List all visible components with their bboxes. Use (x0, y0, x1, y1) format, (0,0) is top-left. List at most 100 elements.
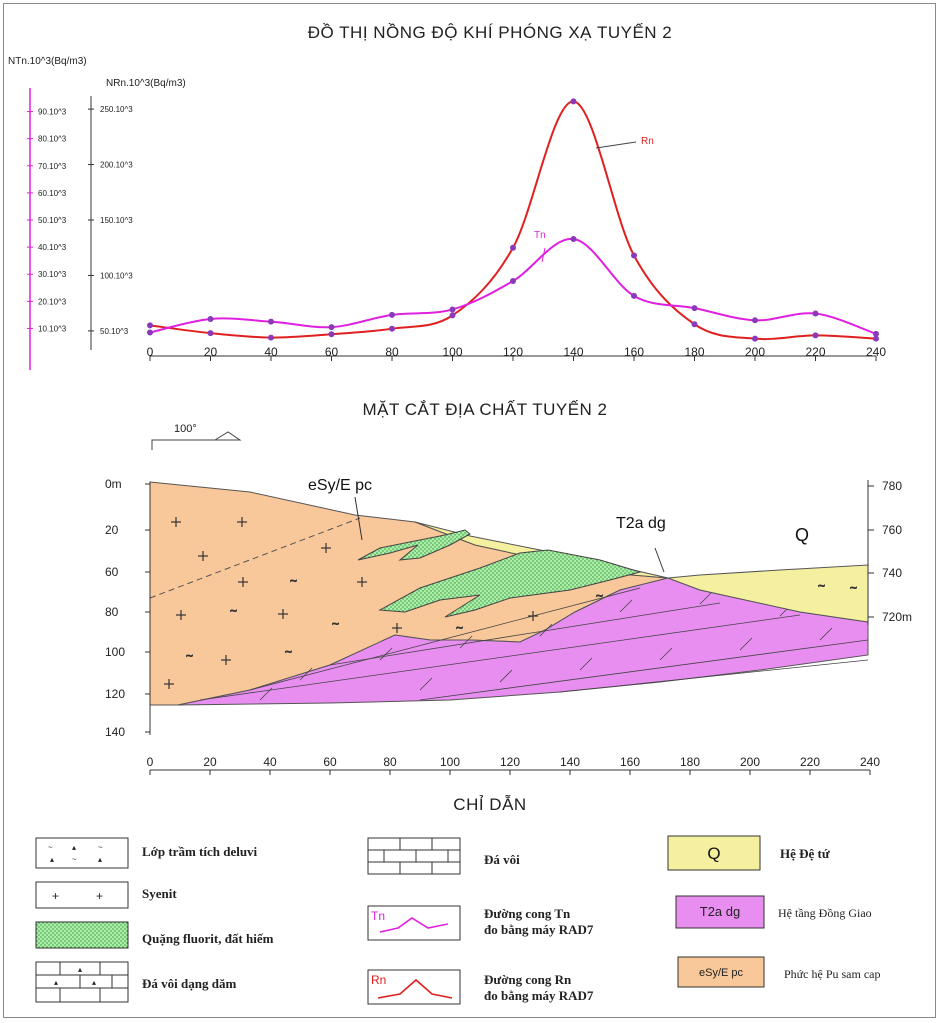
x-tick-label: 0 (147, 345, 154, 359)
series-point-rn (692, 321, 698, 327)
section-x-tick-label: 0 (147, 755, 154, 769)
section-x-tick-label: 120 (500, 755, 520, 769)
elevation-ticks: 780760740720m (868, 479, 912, 624)
deluvi-tilde: ~ (285, 645, 292, 659)
series-point-tn (329, 324, 335, 330)
deluvi-tilde: ~ (850, 581, 857, 595)
x-tick-label: 40 (264, 345, 278, 359)
legend-deluvi-label: Lớp trầm tích deluvi (142, 844, 258, 859)
y-left-tick-label: 70.10^3 (38, 162, 67, 171)
svg-text:▴: ▴ (72, 843, 76, 852)
deluvi-tilde: ~ (332, 617, 339, 631)
legend-rn-line1: Đường cong Rn (484, 972, 572, 987)
y-left-axis-label: NTn.10^3(Bq/m3) (8, 56, 87, 67)
legend-esy-label: Phức hệ Pu sam cap (784, 967, 881, 981)
y-left-tick-label: 20.10^3 (38, 297, 67, 306)
series-point-tn (268, 319, 274, 325)
series-point-tn (450, 306, 456, 312)
svg-text:▴: ▴ (78, 965, 82, 974)
x-tick-label: 180 (684, 345, 704, 359)
series-point-tn (631, 293, 637, 299)
depth-tick-label: 100 (105, 645, 125, 659)
series-line-tn (150, 239, 876, 334)
scale-label: 100° (174, 423, 197, 435)
svg-text:~: ~ (48, 843, 53, 852)
series-point-tn (510, 278, 516, 284)
section-x-tick-label: 40 (263, 755, 277, 769)
tn-series-label: Tn (534, 230, 546, 241)
chart-series (147, 98, 879, 341)
svg-text:▴: ▴ (92, 978, 96, 987)
depth-tick-label: 60 (105, 565, 119, 579)
legend-syenit-label: Syenit (142, 886, 177, 901)
depth-tick-label: 140 (105, 725, 125, 739)
esy-label: eSy/E pc (308, 477, 372, 494)
svg-text:+: + (96, 889, 103, 903)
series-point-rn (510, 245, 516, 251)
depth-tick-label: 120 (105, 687, 125, 701)
legend-davoi-dam-swatch: ▴ ▴ ▴ (36, 962, 128, 1002)
svg-text:~: ~ (72, 855, 77, 864)
x-tick-label: 20 (204, 345, 218, 359)
series-point-tn (692, 305, 698, 311)
x-tick-label: 220 (805, 345, 825, 359)
section-x-tick-label: 80 (383, 755, 397, 769)
x-tick-label: 80 (385, 345, 399, 359)
svg-text:▴: ▴ (50, 855, 54, 864)
q-label: Q (795, 525, 809, 545)
section-x-tick-label: 200 (740, 755, 760, 769)
y-inner-tick-label: 100.10^3 (100, 271, 133, 280)
y-inner-tick-label: 150.10^3 (100, 216, 133, 225)
y-left-tick-label: 10.10^3 (38, 324, 67, 333)
svg-text:~: ~ (98, 843, 103, 852)
deluvi-tilde: ~ (818, 579, 825, 593)
legend-fluorit-label: Quặng fluorit, đất hiếm (142, 931, 274, 946)
x-tick-label: 240 (866, 345, 886, 359)
t2a-leader (655, 548, 664, 572)
legend-fluorit-swatch (36, 922, 128, 948)
scale-marker (215, 432, 240, 440)
series-point-rn (813, 332, 819, 338)
y-inner-axis-label: NRn.10^3(Bq/m3) (106, 78, 186, 89)
section-x-tick-label: 160 (620, 755, 640, 769)
t2a-label: T2a dg (616, 515, 666, 532)
legend-rn-line2: đo bằng máy RAD7 (484, 988, 594, 1003)
legend-davoi-label: Đá vôi (484, 852, 520, 867)
elev-tick-label: 740 (882, 566, 902, 580)
legend-t2a-tag: T2a dg (700, 904, 740, 919)
series-point-rn (268, 335, 274, 341)
y-inner-ticks: 50.10^3100.10^3150.10^3200.10^3250.10^3 (88, 105, 133, 336)
series-point-rn (329, 331, 335, 337)
legend-t2a-label: Hệ tầng Đồng Giao (778, 906, 872, 920)
rn-leader-line (596, 142, 636, 148)
series-point-rn (389, 326, 395, 332)
series-point-rn (147, 322, 153, 328)
y-left-ticks: 10.10^3 20.10^3 30.10^3 40.10^3 50.10^3 60.10… (27, 108, 67, 334)
series-point-tn (813, 311, 819, 317)
section-x-tick-label: 100 (440, 755, 460, 769)
depth-ticks: 0m206080100120140 (105, 477, 150, 739)
legend-tn-tag: Tn (371, 909, 385, 923)
y-left-tick-label: 30.10^3 (38, 270, 67, 279)
section-x-tick-label: 220 (800, 755, 820, 769)
y-inner-tick-label: 250.10^3 (100, 105, 133, 114)
x-ticks: 0 20 40 60 80 100 120 140 160 180 200 220 240 (147, 345, 887, 361)
y-inner-tick-label: 200.10^3 (100, 161, 133, 170)
deluvi-tilde: ~ (230, 604, 237, 618)
svg-text:▴: ▴ (54, 978, 58, 987)
series-point-rn (631, 252, 637, 258)
x-tick-label: 200 (745, 345, 765, 359)
section-x-tick-label: 180 (680, 755, 700, 769)
section-x-tick-label: 240 (860, 755, 880, 769)
legend-rn-tag: Rn (371, 973, 386, 987)
legend-title: CHỈ DẪN (453, 795, 526, 814)
series-point-tn (752, 317, 758, 323)
deluvi-tilde: ~ (186, 649, 193, 663)
series-point-tn (571, 236, 577, 242)
section-title: MẶT CẮT ĐỊA CHẤT TUYẾN 2 (362, 400, 607, 419)
y-left-tick-label: 50.10^3 (38, 216, 67, 225)
section-x-tick-label: 60 (323, 755, 337, 769)
series-point-rn (752, 336, 758, 342)
scale-bar (152, 440, 240, 450)
legend-tn-line1: Đường cong Tn (484, 906, 571, 921)
